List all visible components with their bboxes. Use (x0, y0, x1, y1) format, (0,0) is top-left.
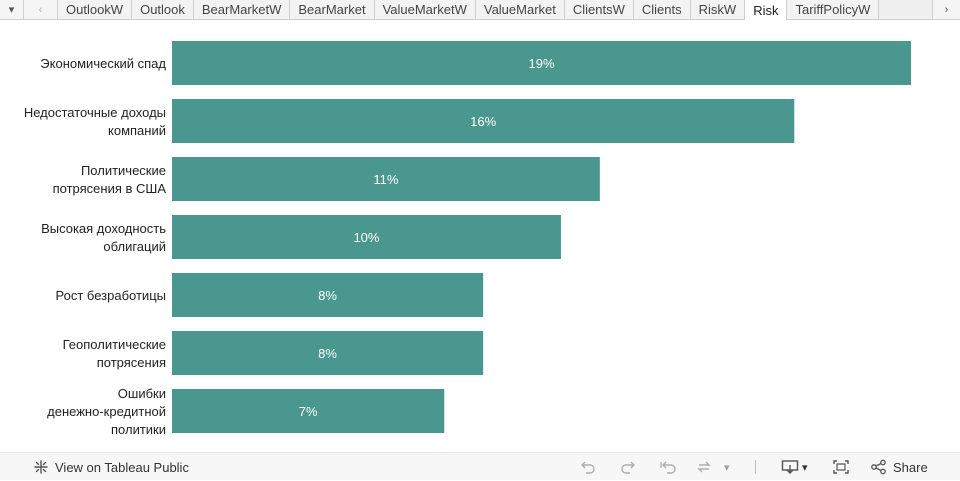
refresh-icon (695, 459, 713, 475)
revert-button[interactable] (659, 453, 677, 481)
category-label: денежно-кредитной (47, 404, 166, 419)
tab-tariffpolicyw[interactable]: TariffPolicyW (787, 0, 880, 19)
bar-value-label: 7% (299, 404, 318, 419)
category-label: потрясения (97, 355, 166, 370)
tab-outlook[interactable]: Outlook (132, 0, 194, 19)
bar[interactable] (172, 215, 561, 259)
tab-menu-button[interactable]: ▾ (0, 0, 24, 19)
tab-clientsw[interactable]: ClientsW (564, 0, 634, 19)
category-label: потрясения в США (53, 181, 167, 196)
chevron-left-icon: ‹ (38, 3, 43, 16)
category-label: компаний (108, 123, 166, 138)
share-icon (870, 459, 888, 475)
tab-valuemarketw[interactable]: ValueMarketW (374, 0, 476, 19)
fullscreen-icon (832, 459, 850, 475)
redo-button[interactable] (619, 453, 637, 481)
bar[interactable] (172, 41, 911, 85)
tab-valuemarket[interactable]: ValueMarket (475, 0, 565, 19)
tab-scroll-right-button[interactable]: › (932, 0, 960, 19)
undo-button[interactable] (579, 453, 597, 481)
view-on-tableau-public-label: View on Tableau Public (55, 459, 189, 475)
bar-value-label: 8% (318, 346, 337, 361)
caret-down-icon: ▾ (724, 461, 730, 474)
bar-value-label: 8% (318, 288, 337, 303)
bars-group: 19% Экономический спад 16% Недостаточные до… (24, 41, 911, 437)
download-icon (781, 459, 799, 475)
bar-value-label: 10% (353, 230, 379, 245)
revert-icon (659, 459, 677, 475)
share-label: Share (893, 459, 928, 475)
redo-icon (619, 459, 637, 475)
pause-dropdown[interactable]: ▾ (724, 453, 730, 481)
download-button[interactable]: ▾ (781, 453, 808, 481)
refresh-button[interactable] (695, 453, 713, 481)
sheet-tab-bar: ▾ ‹ OutlookW Outlook BearMarketW BearMarket… (0, 0, 960, 20)
bar-value-label: 19% (528, 56, 554, 71)
bar[interactable] (172, 273, 484, 317)
toolbar-divider (755, 460, 756, 474)
bar[interactable] (172, 389, 445, 433)
category-label: Высокая доходность (41, 221, 166, 236)
tab-risk[interactable]: Risk (745, 0, 788, 20)
tab-scroll-left-button[interactable]: ‹ (24, 0, 58, 19)
caret-down-icon: ▾ (8, 4, 15, 16)
chevron-right-icon: › (944, 3, 949, 16)
category-label: Рост безработицы (56, 288, 166, 303)
tab-bearmarketw[interactable]: BearMarketW (193, 0, 291, 19)
category-label: Экономический спад (40, 56, 166, 71)
category-label: политики (111, 422, 166, 437)
view-on-tableau-public-link[interactable]: View on Tableau Public (33, 453, 189, 481)
bar-value-label: 16% (470, 114, 496, 129)
sheet-tabs: OutlookW Outlook BearMarketW BearMarket Valu… (58, 0, 880, 20)
bottom-toolbar: View on Tableau Public ▾ ▾ (0, 452, 960, 480)
category-label: Политические (81, 163, 166, 178)
bar[interactable] (172, 331, 484, 375)
bar-value-label: 11% (373, 172, 398, 187)
bar[interactable] (172, 157, 600, 201)
tab-clients[interactable]: Clients (633, 0, 691, 19)
category-label: Недостаточные доходы (24, 105, 166, 120)
category-label: облигаций (103, 239, 166, 254)
tab-bearmarket[interactable]: BearMarket (290, 0, 375, 19)
share-button[interactable]: Share (870, 453, 928, 481)
category-label: Геополитические (63, 337, 166, 352)
tableau-logo-icon (33, 459, 49, 475)
undo-icon (579, 459, 597, 475)
bar[interactable] (172, 99, 795, 143)
caret-down-icon: ▾ (802, 461, 808, 474)
risk-bar-chart: 19% Экономический спад 16% Недостаточные до… (24, 41, 911, 437)
tab-outlookw[interactable]: OutlookW (58, 0, 133, 19)
tab-riskw[interactable]: RiskW (690, 0, 746, 19)
fullscreen-button[interactable] (832, 453, 850, 481)
category-label: Ошибки (118, 386, 166, 401)
